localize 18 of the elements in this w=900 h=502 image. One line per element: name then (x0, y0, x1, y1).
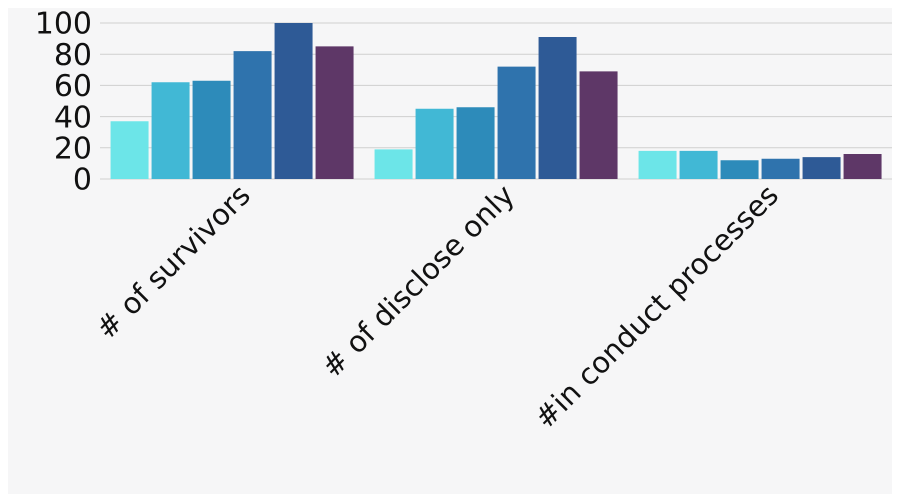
bar (456, 107, 495, 179)
bar (720, 160, 759, 179)
bar (416, 108, 454, 179)
bar (234, 51, 272, 179)
bar (274, 23, 313, 179)
bar (538, 37, 577, 179)
bar (680, 150, 718, 179)
bar (374, 149, 413, 179)
bar (110, 121, 149, 179)
bar (580, 71, 618, 179)
bar (498, 66, 536, 179)
bar (844, 154, 882, 179)
bar (802, 157, 841, 179)
bar (152, 82, 190, 179)
bar (762, 158, 800, 179)
bar (192, 80, 231, 179)
bar (316, 46, 354, 179)
bar (638, 150, 677, 179)
